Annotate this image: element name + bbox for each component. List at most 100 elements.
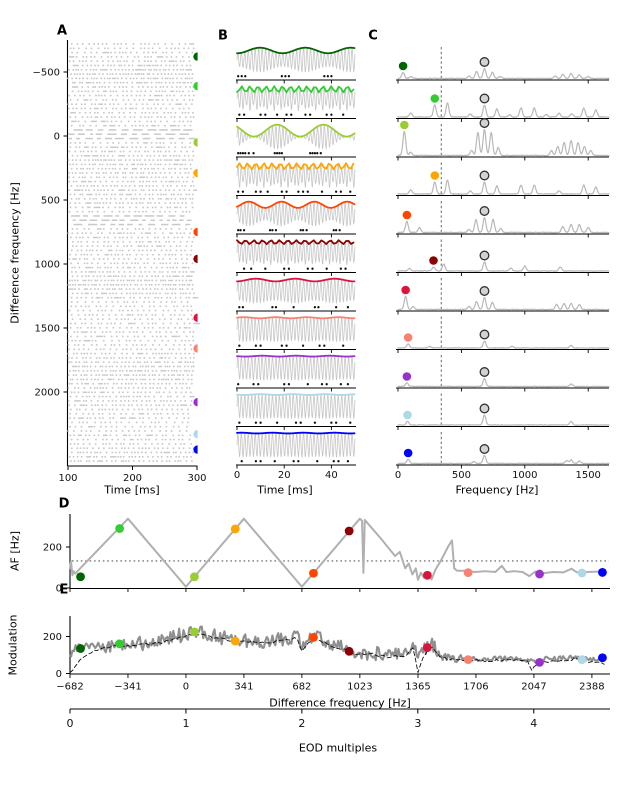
raster-dot (87, 348, 90, 351)
raster-dot (148, 305, 151, 308)
raster-dot (94, 103, 97, 106)
raster-dot (79, 81, 81, 84)
raster-dot (112, 382, 115, 385)
raster-dot (90, 335, 93, 338)
raster-dot (186, 374, 189, 377)
raster-dot (86, 438, 89, 441)
raster-dash (175, 103, 182, 105)
raster-dot (123, 296, 125, 299)
raster-dot (136, 348, 139, 351)
axis-label-difference-frequency-e: Difference frequency [Hz] (269, 696, 411, 710)
raster-dot (144, 374, 146, 377)
raster-dot (168, 442, 170, 445)
raster-dot (76, 451, 79, 454)
raster-dot (99, 387, 102, 389)
raster-dot (181, 236, 184, 239)
raster-dot (143, 326, 146, 329)
raster-dot (163, 318, 166, 321)
raster-dot (182, 107, 185, 110)
raster-dot (90, 378, 93, 381)
b-spike-dot (332, 229, 335, 232)
raster-dot (89, 68, 92, 71)
raster-dot (126, 301, 129, 303)
raster-dash (72, 258, 77, 260)
raster-dot (101, 60, 104, 63)
raster-dot (96, 387, 99, 389)
raster-dot (150, 176, 153, 179)
raster-dot (166, 184, 169, 187)
raster-dot (186, 120, 189, 123)
raster-dot (177, 438, 180, 441)
raster-dot (151, 335, 154, 338)
raster-dot (178, 313, 181, 316)
raster-dash (185, 275, 193, 277)
raster-dot (118, 451, 121, 454)
b-spike-dot (285, 344, 288, 347)
raster-dot (179, 292, 182, 295)
b-spike-dot (299, 421, 302, 424)
raster-dot (90, 344, 93, 346)
raster-dot (138, 150, 141, 153)
raster-dot (168, 253, 170, 256)
c-row-orangered (396, 201, 610, 238)
raster-dot (178, 73, 181, 76)
raster-dot (119, 369, 121, 372)
raster-dot (177, 460, 180, 463)
raster-dot (153, 399, 156, 402)
b-spike-dot (275, 421, 279, 424)
raster-dot (191, 240, 194, 243)
raster-dot (106, 73, 109, 76)
raster-dot (149, 90, 152, 93)
raster-dot (130, 279, 133, 282)
raster-dot (137, 279, 140, 282)
raster-dot (159, 189, 162, 192)
raster-dot (189, 163, 192, 166)
raster-dot (189, 404, 192, 407)
raster-dot (82, 412, 85, 415)
b-spike-dot (344, 267, 347, 270)
raster-dot (124, 51, 127, 54)
raster-dot (75, 374, 78, 377)
raster-dot (103, 154, 106, 157)
raster-dot (75, 352, 78, 355)
raster-dot (100, 116, 103, 119)
raster-dot (98, 86, 101, 88)
raster-dot (148, 184, 151, 187)
raster-dot (167, 374, 170, 377)
raster-dot (159, 430, 162, 432)
raster-dot (142, 309, 145, 312)
raster-dot (103, 275, 106, 278)
raster-dot (95, 438, 97, 441)
raster-dash (125, 193, 132, 196)
raster-dot (92, 455, 95, 458)
raster-dot (158, 81, 160, 84)
raster-dot (152, 184, 155, 187)
raster-dot (96, 111, 99, 114)
raster-dash (155, 99, 160, 101)
raster-dot (81, 193, 84, 196)
raster-dot (137, 262, 140, 265)
raster-dash (93, 206, 101, 209)
raster-dot (139, 163, 142, 166)
raster-dot (148, 399, 151, 402)
raster-dot (166, 98, 169, 101)
b-spike-dot (254, 190, 258, 193)
raster-dot (178, 107, 181, 110)
raster-dot (128, 460, 130, 463)
b-envelope (236, 46, 356, 55)
raster-dot (105, 331, 108, 334)
raster-dot (117, 455, 120, 458)
raster-dot (191, 51, 194, 54)
raster-dot (185, 292, 187, 295)
raster-dot (137, 210, 140, 213)
raster-dot (129, 292, 132, 295)
raster-dot (174, 73, 177, 76)
raster-dot (156, 103, 159, 106)
raster-dot (163, 361, 166, 364)
raster-dot (68, 176, 71, 179)
raster-dot (108, 352, 111, 355)
raster-dot (164, 163, 167, 166)
raster-dot (154, 421, 157, 424)
raster-dot (78, 146, 81, 149)
d-dot-orange (230, 524, 240, 534)
